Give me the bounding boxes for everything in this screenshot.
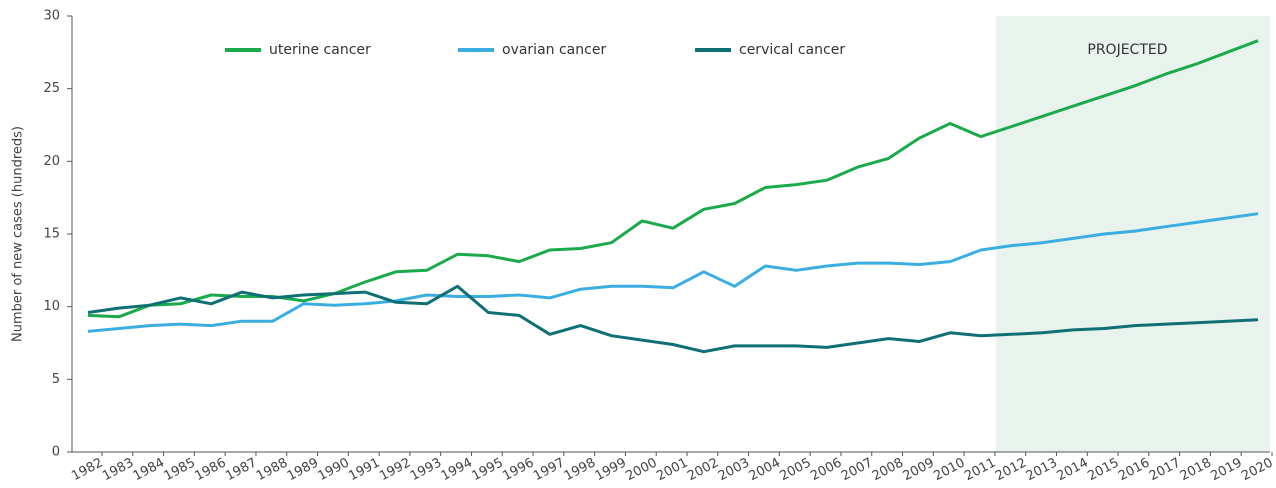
x-tick-label: 1989 [285, 455, 321, 484]
x-tick-label: 1998 [562, 455, 598, 484]
x-tick-label: 1992 [377, 455, 413, 484]
x-tick-label: 1994 [439, 455, 475, 484]
x-tick-label: 1990 [316, 455, 352, 484]
y-tick-label: 0 [52, 445, 60, 460]
x-tick-label: 1987 [223, 455, 259, 484]
x-tick-label: 1986 [192, 455, 228, 484]
x-tick-label: 2017 [1147, 455, 1183, 484]
projected-region [995, 16, 1270, 452]
y-tick-label: 15 [43, 227, 60, 242]
x-tick-label: 1984 [131, 455, 167, 484]
legend-label: ovarian cancer [502, 42, 606, 58]
y-tick-label: 25 [43, 81, 60, 96]
x-tick-label: 2002 [685, 455, 721, 484]
x-tick-label: 2013 [1024, 455, 1060, 484]
x-tick-label: 2020 [1239, 455, 1275, 484]
x-tick-label: 2004 [747, 455, 783, 484]
x-tick-label: 1995 [470, 455, 506, 484]
x-tick-label: 1996 [500, 455, 536, 484]
legend-label: cervical cancer [739, 42, 845, 58]
x-tick-label: 1999 [593, 455, 629, 484]
x-tick-label: 1991 [346, 455, 382, 484]
x-tick-label: 2001 [654, 455, 690, 484]
y-axis-label: Number of new cases (hundreds) [11, 126, 26, 342]
y-tick-label: 30 [43, 9, 60, 24]
x-tick-label: 2006 [808, 455, 844, 484]
annotation: PROJECTED [1087, 42, 1167, 58]
x-tick-label: 2019 [1208, 455, 1244, 484]
y-tick-label: 10 [43, 299, 60, 314]
x-tick-label: 1993 [408, 455, 444, 484]
x-tick-label: 1985 [162, 455, 198, 484]
x-tick-label: 2014 [1055, 455, 1091, 484]
x-tick-label: 2003 [716, 455, 752, 484]
y-tick-label: 5 [52, 372, 60, 387]
x-tick-label: 1988 [254, 455, 290, 484]
series-line [87, 212, 1259, 333]
legend-label: uterine cancer [269, 42, 371, 58]
series-line [87, 284, 1259, 354]
x-tick-label: 2008 [870, 455, 906, 484]
x-tick-label: 2011 [962, 455, 998, 484]
x-tick-label: 2015 [1085, 455, 1121, 484]
x-tick-label: 1982 [69, 455, 105, 484]
x-tick-label: 1997 [531, 455, 567, 484]
y-tick-label: 20 [43, 154, 60, 169]
x-tick-label: 2005 [777, 455, 813, 484]
x-tick-label: 2009 [901, 455, 937, 484]
x-tick-label: 2012 [993, 455, 1029, 484]
x-tick-label: 2000 [623, 455, 659, 484]
x-tick-label: 1983 [100, 455, 136, 484]
x-tick-label: 2016 [1116, 455, 1152, 484]
x-tick-label: 2018 [1178, 455, 1214, 484]
x-tick-label: 2010 [931, 455, 967, 484]
x-tick-label: 2007 [839, 455, 875, 484]
